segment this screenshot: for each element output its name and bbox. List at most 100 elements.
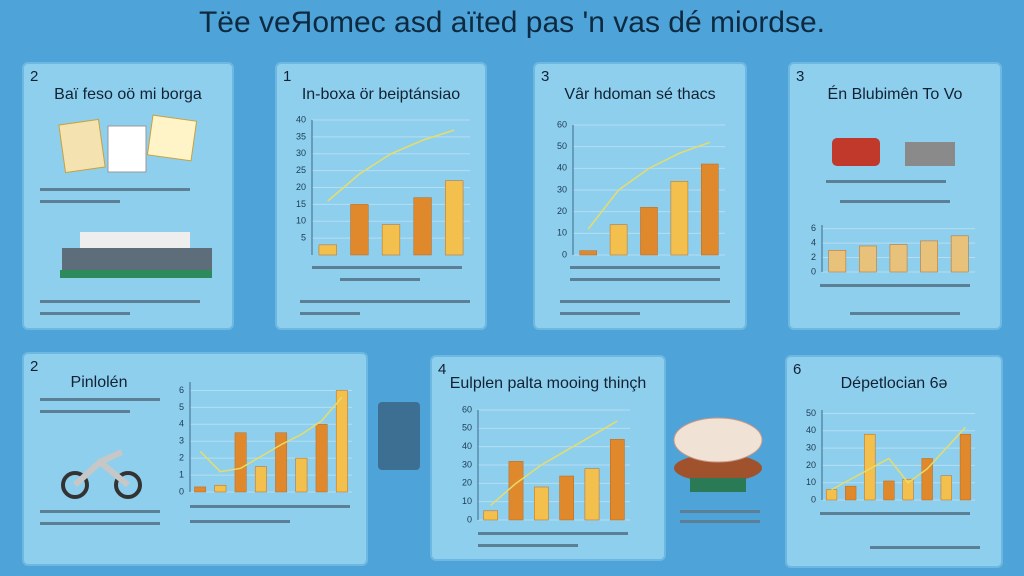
- y-tick-label: 5: [179, 402, 184, 412]
- y-tick-label: 1: [179, 469, 184, 479]
- y-tick-label: 10: [296, 216, 306, 226]
- y-tick-label: 20: [557, 206, 567, 216]
- bar: [381, 224, 401, 256]
- y-tick-label: 0: [562, 249, 567, 259]
- y-tick-label: 40: [806, 425, 816, 435]
- panel-heading: Eulplen palta mooing thinçh: [449, 375, 647, 392]
- y-tick-label: 6: [179, 385, 184, 395]
- y-tick-label: 2: [179, 453, 184, 463]
- y-tick-label: 10: [557, 228, 567, 238]
- trend-line: [490, 420, 618, 506]
- panel-number: 3: [796, 68, 805, 85]
- bar: [413, 197, 432, 256]
- panel-number: 4: [438, 361, 447, 378]
- y-tick-label: 3: [179, 436, 184, 446]
- panel-number: 1: [283, 68, 292, 85]
- trend-line: [327, 129, 455, 202]
- panel-heading: In-boxa ör beiptánsiao: [301, 86, 461, 103]
- bar: [825, 489, 838, 501]
- y-tick-label: 2: [811, 252, 816, 262]
- panel-number: 2: [30, 68, 39, 85]
- bar: [959, 433, 972, 501]
- bar: [445, 180, 464, 256]
- y-tick-label: 0: [179, 486, 184, 496]
- bar: [609, 224, 628, 256]
- y-tick-label: 20: [462, 478, 472, 488]
- y-tick-label: 5: [301, 233, 306, 243]
- y-tick-label: 25: [296, 165, 306, 175]
- bar: [295, 457, 308, 493]
- bar: [828, 250, 847, 273]
- y-tick-label: 30: [806, 442, 816, 452]
- y-tick-label: 50: [806, 408, 816, 418]
- bar: [559, 475, 575, 521]
- caption-lines: [40, 180, 980, 549]
- panel: 2 Baï feso oö mi borga: [22, 62, 234, 330]
- y-tick-label: 20: [806, 460, 816, 470]
- panel: 2 Pinlolén: [22, 352, 368, 566]
- y-tick-label: 40: [462, 441, 472, 451]
- panel-heading: Én Blubimên To Vo: [827, 86, 963, 103]
- trend-line: [199, 396, 343, 473]
- bar: [920, 240, 938, 273]
- title: Tëe veЯomec asd aïted pas 'n vas dé mior…: [198, 6, 826, 39]
- bar: [275, 432, 288, 493]
- y-tick-label: 60: [462, 404, 472, 414]
- bar: [859, 245, 877, 273]
- y-tick-label: 6: [811, 223, 816, 233]
- y-tick-label: 10: [806, 477, 816, 487]
- bar: [609, 439, 625, 521]
- y-tick-label: 10: [462, 496, 472, 506]
- panel-heading: Dépetlocian 6ə: [840, 375, 948, 392]
- bar: [864, 433, 876, 501]
- y-tick-label: 40: [557, 163, 567, 173]
- y-tick-label: 35: [296, 131, 306, 141]
- y-tick-label: 50: [557, 141, 567, 151]
- panel-heading: Pinlolén: [70, 374, 128, 391]
- bar: [889, 244, 908, 273]
- bar: [214, 484, 227, 493]
- y-tick-label: 60: [557, 119, 567, 129]
- bar: [921, 458, 933, 501]
- y-tick-label: 0: [811, 266, 816, 276]
- bar: [508, 461, 524, 521]
- bar: [234, 432, 247, 493]
- bar: [350, 204, 369, 256]
- y-tick-label: 4: [811, 237, 816, 247]
- bar: [845, 485, 857, 501]
- bar: [640, 207, 658, 256]
- bar: [579, 250, 597, 256]
- trend-line: [587, 141, 711, 230]
- panel: 4 Eulplen palta mooing thinçh: [430, 355, 666, 561]
- panel-number: 3: [541, 68, 550, 85]
- y-tick-label: 0: [811, 494, 816, 504]
- illustrations: [58, 114, 955, 499]
- bar: [584, 468, 600, 521]
- y-tick-label: 30: [462, 459, 472, 469]
- bar: [940, 475, 952, 501]
- y-tick-label: 4: [179, 419, 184, 429]
- panel-number: 2: [30, 358, 39, 375]
- panel-number: 6: [793, 361, 802, 378]
- bar: [883, 480, 895, 501]
- trend-line: [831, 426, 966, 491]
- panel-heading: Vâr hdoman sé thacs: [564, 86, 716, 103]
- y-tick-label: 30: [296, 148, 306, 158]
- bar: [318, 244, 337, 256]
- y-tick-label: 40: [296, 114, 306, 124]
- bar: [254, 466, 267, 493]
- bar: [194, 486, 207, 493]
- bar: [533, 486, 549, 521]
- bar: [950, 235, 969, 273]
- bar: [902, 478, 914, 501]
- bar: [315, 424, 328, 493]
- bar: [701, 163, 719, 256]
- y-tick-label: 30: [557, 184, 567, 194]
- y-tick-label: 50: [462, 423, 472, 433]
- bar: [670, 181, 689, 256]
- y-tick-label: 15: [296, 199, 306, 209]
- bar: [483, 510, 499, 521]
- y-tick-label: 0: [467, 514, 472, 524]
